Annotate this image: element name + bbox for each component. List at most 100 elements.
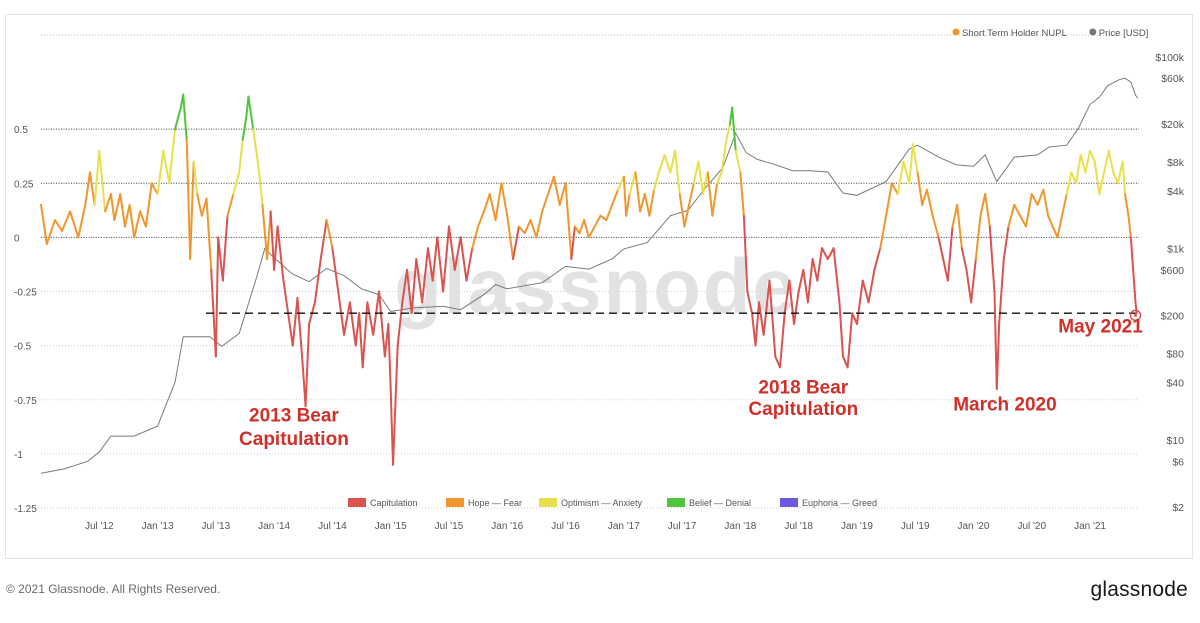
nupl-segment — [1070, 171, 1078, 185]
nupl-segment — [45, 219, 56, 245]
nupl-segment — [1036, 188, 1045, 206]
nupl-segment — [523, 219, 532, 235]
nupl-segment — [788, 279, 795, 325]
nupl-segment — [564, 182, 573, 261]
x-tick-label: Jan '14 — [258, 521, 290, 532]
nupl-segment — [1056, 214, 1064, 239]
legend-dot — [952, 28, 960, 36]
nupl-segment — [1124, 193, 1130, 217]
nupl-segment — [256, 160, 264, 206]
nupl-segment — [273, 225, 279, 271]
nupl-segment — [811, 258, 819, 282]
nupl-segment — [746, 290, 754, 315]
nupl-segment — [816, 247, 823, 282]
nupl-segment — [421, 247, 429, 304]
x-tick-label: Jan '18 — [724, 521, 756, 532]
stn-nupl-chart: glassnode 0.5 0.25 0 -0.25 -0.5 -0.75 -1 -1.25 $1… — [14, 28, 1185, 532]
nupl-segment — [133, 210, 142, 239]
nupl-segment — [988, 225, 996, 293]
nupl-segment — [217, 236, 224, 282]
nupl-segment — [291, 296, 299, 347]
nupl-segment — [570, 225, 576, 261]
nupl-segment — [622, 175, 628, 217]
x-axis: Jul '12 Jan '13 Jul '13 Jan '14 Jul '14 Jan '… — [85, 521, 1106, 532]
nupl-segment — [1121, 160, 1127, 196]
nupl-segment — [453, 236, 462, 271]
nupl-segment — [40, 203, 48, 245]
copyright-text: © 2021 Glassnode. All Rights Reserved. — [6, 582, 221, 596]
nupl-segment — [232, 171, 241, 196]
nupl-segment — [792, 290, 800, 325]
y-tick-label-right: $1k — [1167, 244, 1185, 256]
y-tick-label: -0.75 — [14, 396, 37, 407]
nupl-segment — [578, 219, 586, 235]
x-tick-label: Jul '19 — [901, 521, 930, 532]
legend-swatch — [780, 498, 798, 507]
y-tick-label-right: $80 — [1166, 349, 1184, 361]
nupl-segment — [970, 258, 977, 304]
nupl-segment — [946, 225, 954, 282]
nupl-segment — [471, 225, 480, 250]
nupl-segment — [98, 149, 107, 213]
nupl-segment — [214, 236, 220, 358]
nupl-segment — [552, 175, 561, 206]
nupl-segment — [998, 258, 1005, 325]
nupl-segment — [593, 214, 602, 228]
nupl-segment — [144, 182, 153, 228]
nupl-segment — [711, 182, 719, 217]
glassnode-logo[interactable]: glassnode — [1090, 578, 1188, 601]
nupl-segment — [69, 210, 80, 239]
nupl-segment — [205, 197, 213, 271]
x-tick-label: Jul '15 — [435, 521, 464, 532]
nupl-segment — [851, 312, 858, 325]
nupl-segment — [657, 154, 666, 174]
nupl-segment — [802, 268, 809, 304]
x-tick-label: Jul '16 — [551, 521, 580, 532]
nupl-segment — [319, 219, 328, 261]
nupl-segment — [325, 219, 334, 250]
nupl-segment — [343, 301, 351, 336]
legend-label: Belief — Denial — [689, 498, 751, 508]
y-tick-label: -1.25 — [14, 504, 37, 515]
y-tick-label-right: $6 — [1172, 456, 1184, 468]
nupl-segment — [1024, 193, 1033, 228]
nupl-segment — [995, 322, 1001, 390]
nupl-segment — [361, 301, 369, 369]
nupl-segment — [269, 210, 276, 271]
nupl-segment — [951, 203, 959, 228]
nupl-segment — [937, 236, 945, 261]
x-tick-label: Jul '13 — [202, 521, 231, 532]
nupl-segment — [406, 268, 413, 315]
annotation-label: Capitulation — [748, 399, 858, 420]
y-tick-label-right: $10 — [1166, 435, 1184, 447]
nupl-segment — [162, 149, 171, 185]
nupl-segment — [648, 188, 656, 217]
nupl-segment — [1013, 203, 1022, 217]
nupl-segment — [599, 214, 608, 222]
nupl-segment — [296, 296, 304, 358]
nupl-segment — [226, 193, 235, 217]
nupl-segment — [697, 160, 705, 196]
nupl-segment — [168, 128, 177, 185]
nupl-segment — [916, 171, 924, 206]
nupl-segment — [832, 247, 841, 304]
nupl-segment — [902, 160, 911, 185]
annotation-label: 2013 Bear — [249, 405, 339, 426]
nupl-segment — [861, 279, 870, 304]
annotation-label: March 2020 — [953, 395, 1057, 416]
annotation-label: 2018 Bear — [758, 377, 848, 398]
nupl-segment — [885, 182, 893, 217]
nupl-segment — [639, 193, 646, 213]
nupl-segment — [139, 210, 147, 228]
nupl-segment — [758, 301, 765, 336]
nupl-segment — [1007, 203, 1016, 228]
nupl-segment — [123, 203, 131, 228]
nupl-segment — [739, 171, 745, 217]
nupl-segment — [547, 175, 555, 196]
nupl-segment — [1079, 154, 1087, 174]
nupl-segment — [477, 210, 485, 228]
y-tick-label-right: $600 — [1161, 265, 1185, 277]
nupl-segment — [1134, 301, 1138, 315]
y-tick-label: 0 — [14, 233, 20, 244]
nupl-segment — [908, 143, 914, 185]
